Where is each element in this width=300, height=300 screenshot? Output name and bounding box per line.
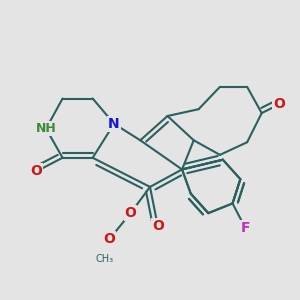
Text: O: O xyxy=(152,219,164,233)
Text: O: O xyxy=(103,232,115,246)
Text: F: F xyxy=(240,221,250,235)
Text: O: O xyxy=(124,206,136,220)
Text: CH₃: CH₃ xyxy=(96,254,114,264)
Text: N: N xyxy=(108,117,120,131)
Text: NH: NH xyxy=(36,122,56,135)
Text: O: O xyxy=(273,97,285,111)
Text: O: O xyxy=(30,164,42,178)
